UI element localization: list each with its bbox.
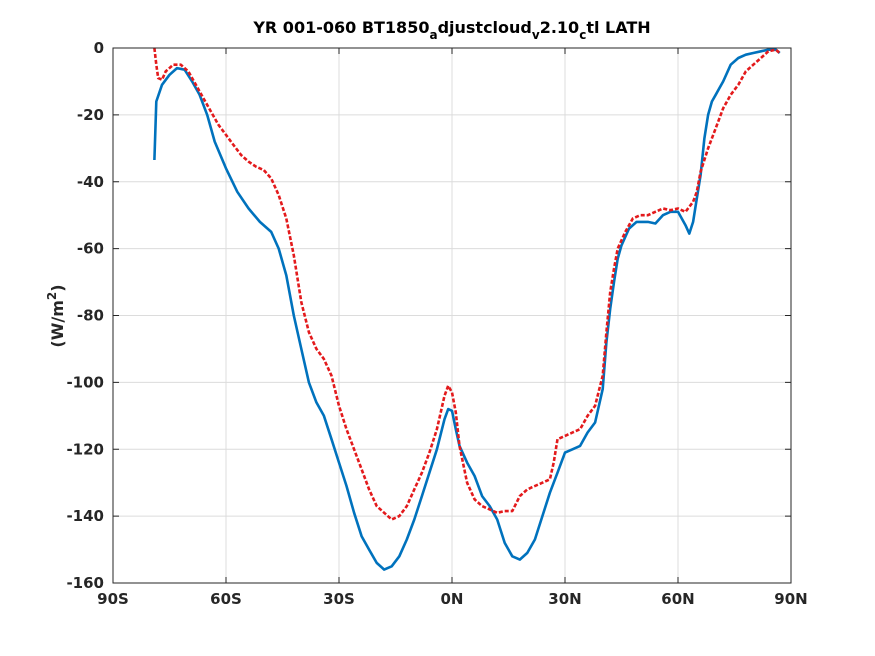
x-tick-label: 30S [323,590,355,608]
x-tick-label: 90N [774,590,807,608]
y-tick-label: -80 [77,307,104,325]
y-axis: 0 -20 -40 -60 -80 -100 -120 -140 -160 [66,39,791,592]
x-tick-label: 30N [548,590,581,608]
x-tick-label: 90S [97,590,129,608]
y-tick-label: -40 [77,173,104,191]
x-tick-label: 60S [210,590,242,608]
y-tick-label: -20 [77,106,104,124]
series-line-0 [153,48,781,571]
series-line-1 [153,47,781,521]
x-tick-label: 60N [661,590,694,608]
y-tick-label: -140 [66,507,104,525]
y-axis-label: (W/m2) [45,284,67,347]
x-axis: 90S 60S 30S 0N 30N 60N 90N [97,48,808,608]
y-tick-label: -60 [77,240,104,258]
chart-title: YR 001-060 BT1850adjustcloudv2.10ctl LAT… [252,18,650,42]
y-tick-label: -120 [66,440,104,458]
series-layer [153,47,781,571]
y-tick-label: 0 [94,39,104,57]
y-tick-label: -100 [66,373,104,391]
x-tick-label: 0N [441,590,464,608]
y-tick-label: -160 [66,574,104,592]
